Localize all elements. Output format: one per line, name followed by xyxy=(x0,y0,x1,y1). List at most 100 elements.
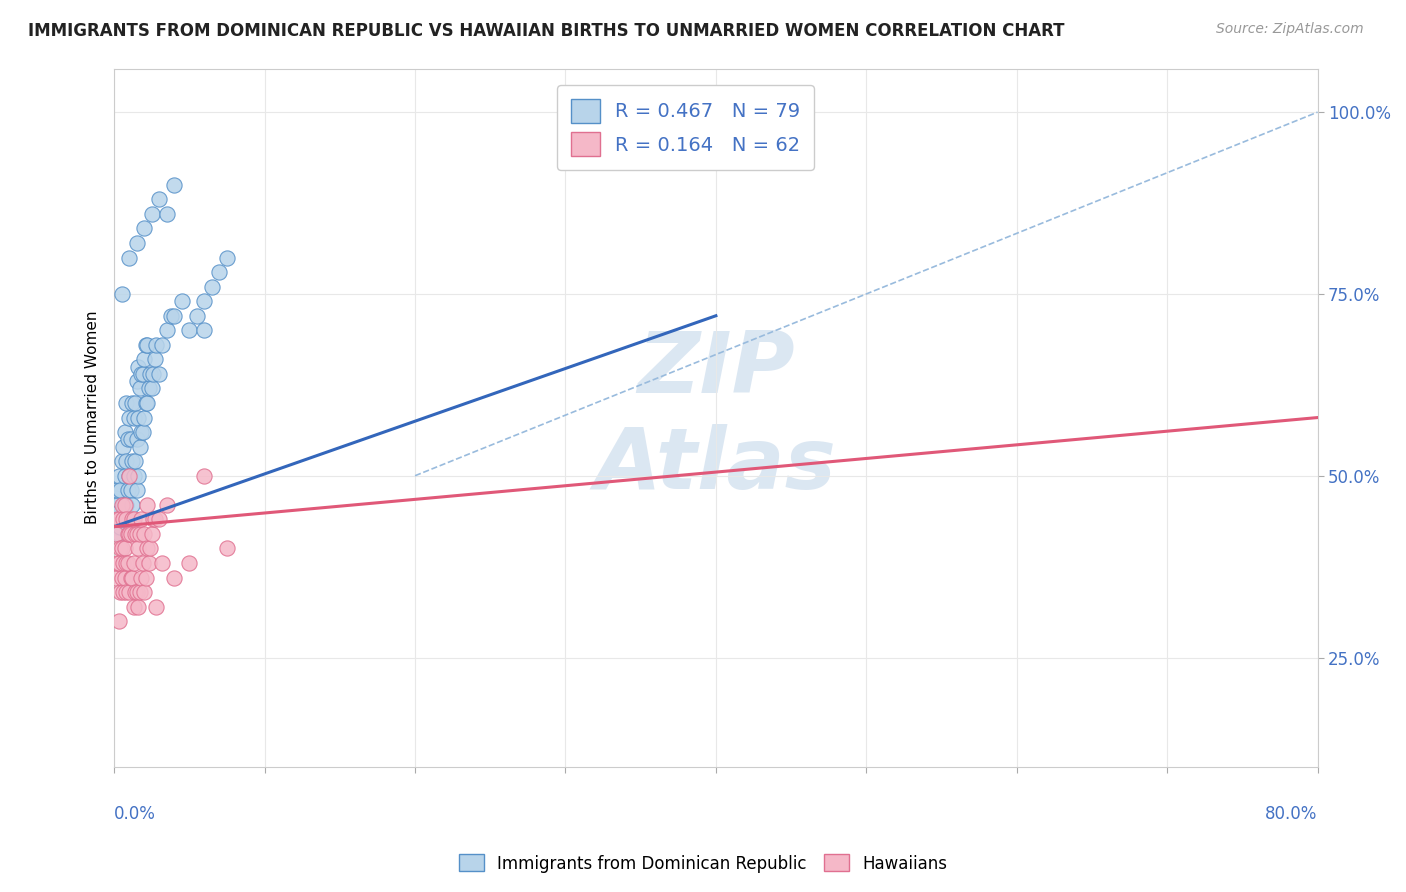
Point xyxy=(121,498,143,512)
Point xyxy=(124,585,146,599)
Point xyxy=(148,193,170,207)
Point xyxy=(201,279,224,293)
Point xyxy=(115,396,138,410)
Point xyxy=(141,382,163,396)
Point xyxy=(125,235,148,250)
Point xyxy=(136,541,159,556)
Point xyxy=(193,294,215,309)
Legend: Immigrants from Dominican Republic, Hawaiians: Immigrants from Dominican Republic, Hawa… xyxy=(453,847,953,880)
Point xyxy=(138,556,160,570)
Point xyxy=(107,556,129,570)
Point xyxy=(132,367,155,381)
Point xyxy=(105,556,128,570)
Point xyxy=(139,367,162,381)
Point xyxy=(208,265,231,279)
Point xyxy=(128,527,150,541)
Point xyxy=(138,382,160,396)
Point xyxy=(111,287,134,301)
Point xyxy=(136,396,159,410)
Point xyxy=(104,519,127,533)
Point xyxy=(115,585,138,599)
Point xyxy=(107,527,129,541)
Point xyxy=(139,541,162,556)
Point xyxy=(143,352,166,367)
Point xyxy=(150,556,173,570)
Point xyxy=(142,367,165,381)
Point xyxy=(108,519,131,533)
Point xyxy=(111,570,134,584)
Point xyxy=(111,498,134,512)
Point xyxy=(129,570,152,584)
Point xyxy=(132,556,155,570)
Point xyxy=(124,527,146,541)
Point xyxy=(120,527,142,541)
Text: Source: ZipAtlas.com: Source: ZipAtlas.com xyxy=(1216,22,1364,37)
Point xyxy=(107,468,129,483)
Point xyxy=(118,527,141,541)
Point xyxy=(117,527,139,541)
Point xyxy=(112,440,135,454)
Point xyxy=(107,512,129,526)
Point xyxy=(122,599,145,614)
Point xyxy=(115,498,138,512)
Point xyxy=(179,556,201,570)
Text: 0.0%: 0.0% xyxy=(114,805,156,823)
Point xyxy=(111,541,134,556)
Text: ZIP
Atlas: ZIP Atlas xyxy=(595,328,837,507)
Point xyxy=(150,338,173,352)
Point xyxy=(117,433,139,447)
Point xyxy=(107,505,129,519)
Point xyxy=(127,410,149,425)
Point xyxy=(118,585,141,599)
Point xyxy=(142,512,165,526)
Point xyxy=(122,410,145,425)
Point xyxy=(114,425,136,439)
Text: IMMIGRANTS FROM DOMINICAN REPUBLIC VS HAWAIIAN BIRTHS TO UNMARRIED WOMEN CORRELA: IMMIGRANTS FROM DOMINICAN REPUBLIC VS HA… xyxy=(28,22,1064,40)
Point xyxy=(114,512,136,526)
Point xyxy=(118,512,141,526)
Point xyxy=(156,323,179,337)
Point xyxy=(135,570,157,584)
Point xyxy=(129,367,152,381)
Point xyxy=(136,338,159,352)
Point xyxy=(141,527,163,541)
Point xyxy=(156,207,179,221)
Point xyxy=(128,585,150,599)
Point xyxy=(112,556,135,570)
Point xyxy=(215,251,238,265)
Point xyxy=(145,599,167,614)
Point xyxy=(121,512,143,526)
Point xyxy=(108,483,131,498)
Point xyxy=(128,382,150,396)
Point xyxy=(108,585,131,599)
Point xyxy=(128,440,150,454)
Point xyxy=(122,512,145,526)
Point xyxy=(118,468,141,483)
Point xyxy=(115,512,138,526)
Point xyxy=(141,207,163,221)
Point xyxy=(104,491,127,505)
Point xyxy=(135,396,157,410)
Point xyxy=(127,599,149,614)
Point xyxy=(104,570,127,584)
Point xyxy=(170,294,193,309)
Point xyxy=(122,468,145,483)
Point xyxy=(121,570,143,584)
Point xyxy=(156,498,179,512)
Point xyxy=(111,512,134,526)
Point xyxy=(120,433,142,447)
Point xyxy=(143,512,166,526)
Point xyxy=(118,251,141,265)
Point xyxy=(132,425,155,439)
Point xyxy=(105,483,128,498)
Point xyxy=(134,410,156,425)
Point xyxy=(105,498,128,512)
Text: 80.0%: 80.0% xyxy=(1265,805,1317,823)
Point xyxy=(124,454,146,468)
Point xyxy=(115,454,138,468)
Point xyxy=(134,527,156,541)
Point xyxy=(122,556,145,570)
Point xyxy=(125,433,148,447)
Point xyxy=(115,556,138,570)
Point xyxy=(134,585,156,599)
